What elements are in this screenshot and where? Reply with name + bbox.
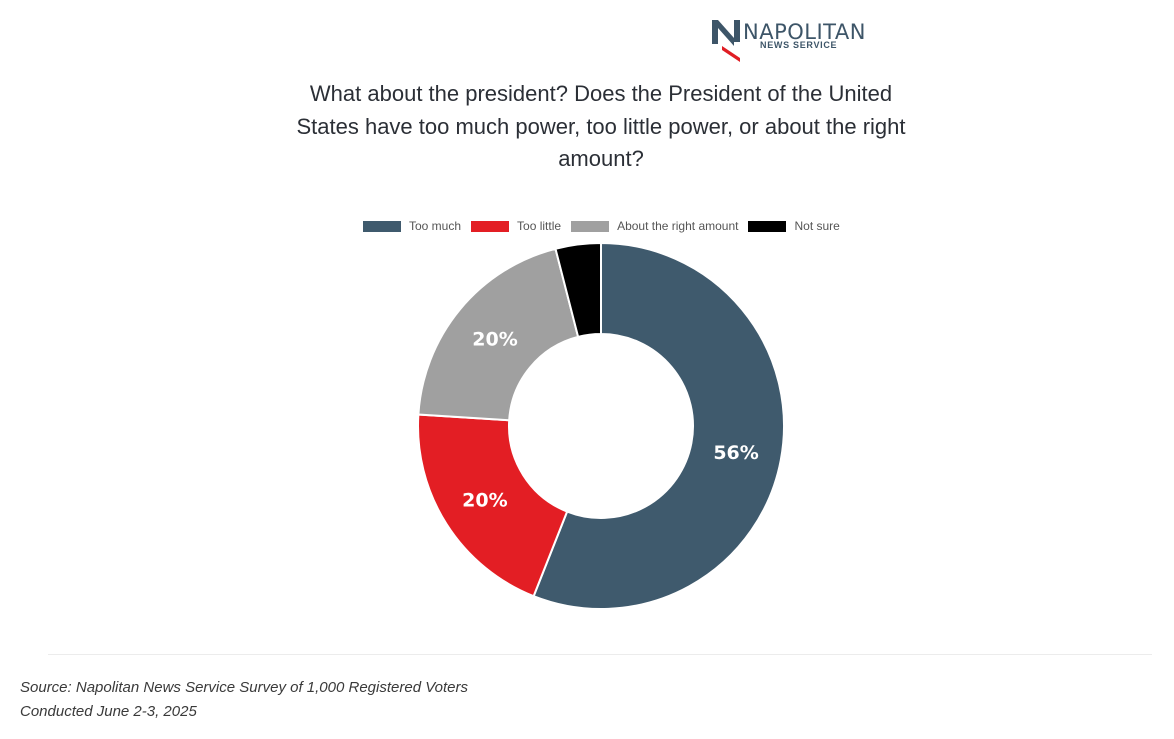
- legend-item-too-much[interactable]: Too much: [363, 219, 461, 233]
- conducted-note: Conducted June 2-3, 2025: [20, 703, 197, 720]
- chart-legend: Too much Too little About the right amount…: [363, 217, 850, 235]
- legend-swatch: [471, 220, 510, 232]
- slice-about-the-right-amount[interactable]: [417, 247, 580, 422]
- chart-title: What about the president? Does the Presi…: [296, 81, 906, 171]
- legend-swatch: [748, 220, 787, 232]
- legend-item-about-the-right-amount[interactable]: About the right amount: [571, 219, 738, 233]
- napolitan-logo-icon: [712, 20, 740, 62]
- brand-subtitle: NEWS SERVICE: [760, 40, 838, 50]
- legend-swatch: [571, 220, 610, 232]
- footer-divider: [48, 654, 1152, 655]
- legend-item-not-sure[interactable]: Not sure: [748, 219, 840, 233]
- slice-too-little[interactable]: [417, 413, 569, 598]
- legend-swatch: [363, 220, 401, 232]
- slice-not-sure[interactable]: [554, 241, 602, 339]
- slice-label: 56%: [713, 442, 758, 464]
- slice-label: 20%: [472, 328, 517, 350]
- brand-logo: NAPOLITAN NEWS SERVICE: [712, 18, 872, 62]
- slice-label: 20%: [462, 490, 507, 512]
- legend-item-too-little[interactable]: Too little: [471, 219, 561, 233]
- footer: Source: Napolitan News Service Survey of…: [20, 676, 468, 724]
- legend-label: Not sure: [794, 219, 840, 233]
- brand-name: NAPOLITAN: [743, 20, 866, 44]
- legend-label: Too little: [517, 219, 562, 233]
- legend-label: Too much: [409, 219, 462, 233]
- source-note: Source: Napolitan News Service Survey of…: [20, 679, 469, 696]
- slice-too-much[interactable]: [532, 241, 785, 610]
- legend-label: About the right amount: [617, 219, 739, 233]
